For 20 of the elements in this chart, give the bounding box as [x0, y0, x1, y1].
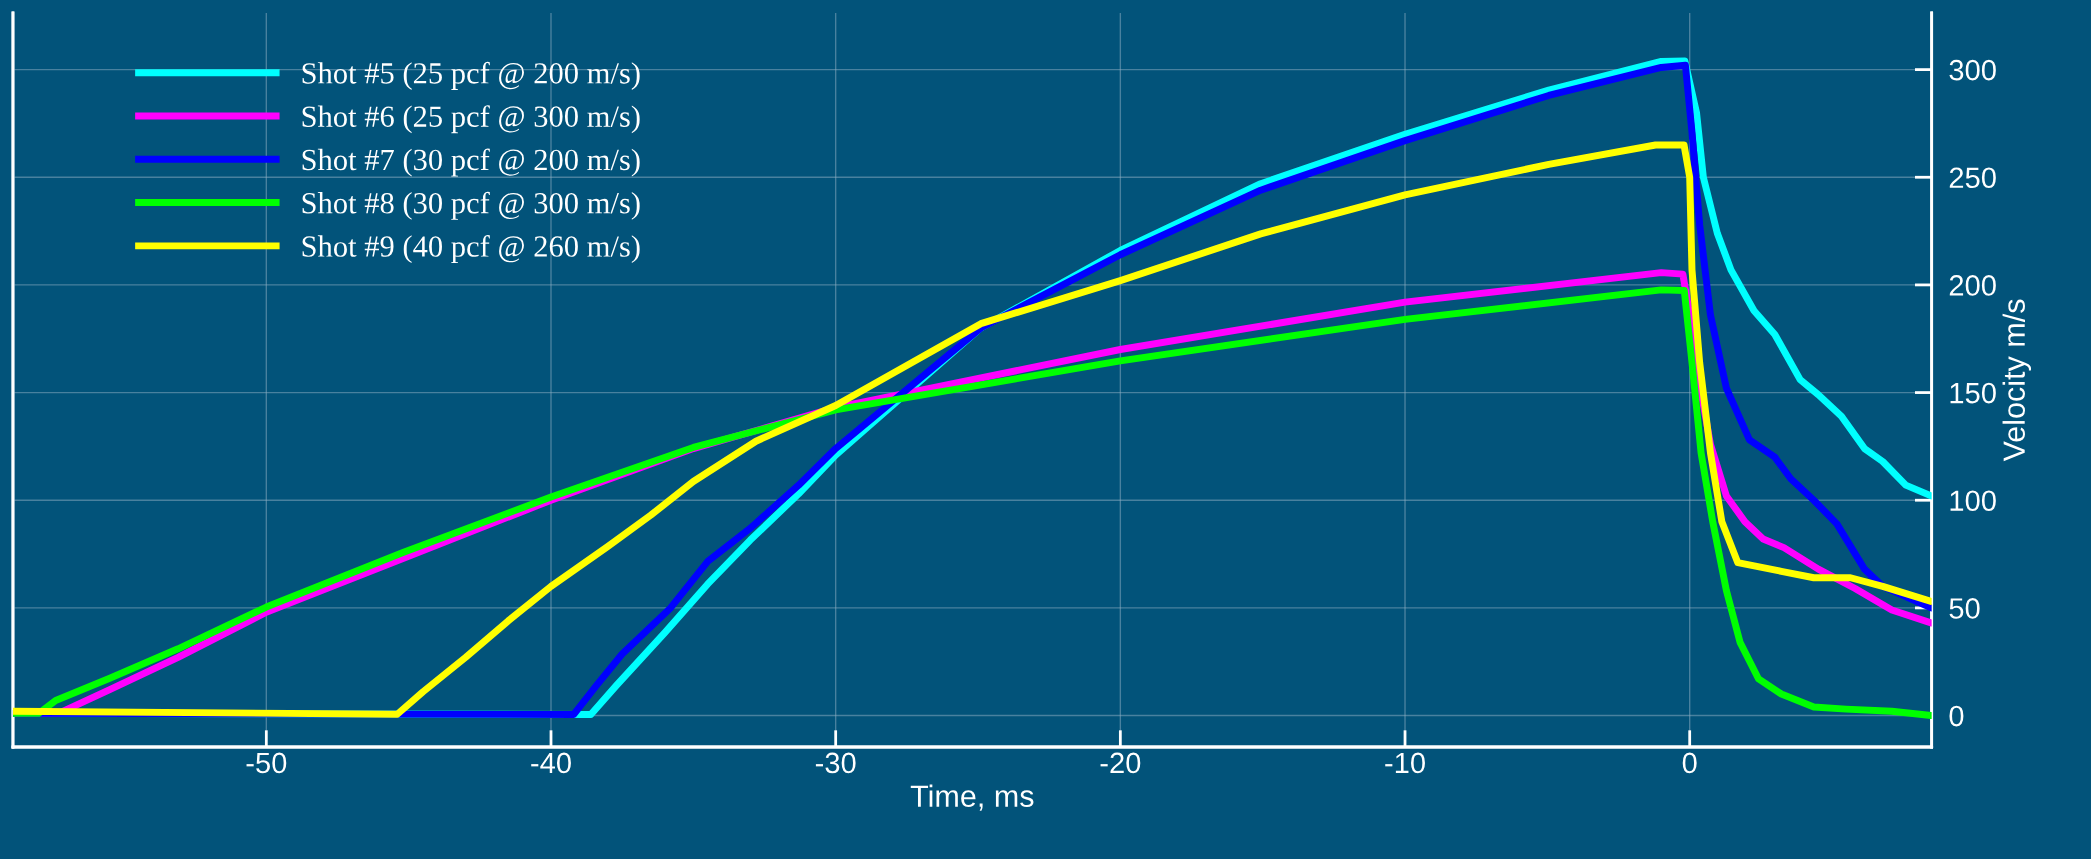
legend-label: Shot #9 (40 pcf @ 260 m/s): [302, 235, 640, 264]
y-tick-label: 200: [1949, 275, 1996, 296]
legend-label: Shot #7 (30 pcf @ 200 m/s): [302, 148, 640, 177]
legend-label: Shot #8 (30 pcf @ 300 m/s): [302, 191, 640, 220]
x-tick-label: -30: [815, 752, 856, 774]
x-tick-label: -50: [246, 752, 287, 774]
y-tick-label: 50: [1949, 598, 1980, 619]
legend-label: Shot #5 (25 pcf @ 200 m/s): [302, 61, 640, 90]
y-tick-label: 100: [1950, 490, 1996, 512]
y-tick-label: 300: [1949, 59, 1996, 81]
x-tick-label: -20: [1100, 752, 1141, 774]
legend-label: Shot #6 (25 pcf @ 300 m/s): [302, 105, 640, 134]
x-tick-label: -40: [531, 752, 571, 774]
y-tick-label: 150: [1950, 382, 1996, 404]
x-axis-title: Time, ms: [910, 784, 1034, 811]
y-axis-title: Velocity m/s: [2002, 299, 2032, 462]
x-tick-label: 0: [1682, 752, 1697, 774]
y-tick-label: 0: [1949, 705, 1964, 727]
y-tick-label: 250: [1949, 167, 1996, 189]
x-tick-label: -10: [1385, 752, 1425, 774]
